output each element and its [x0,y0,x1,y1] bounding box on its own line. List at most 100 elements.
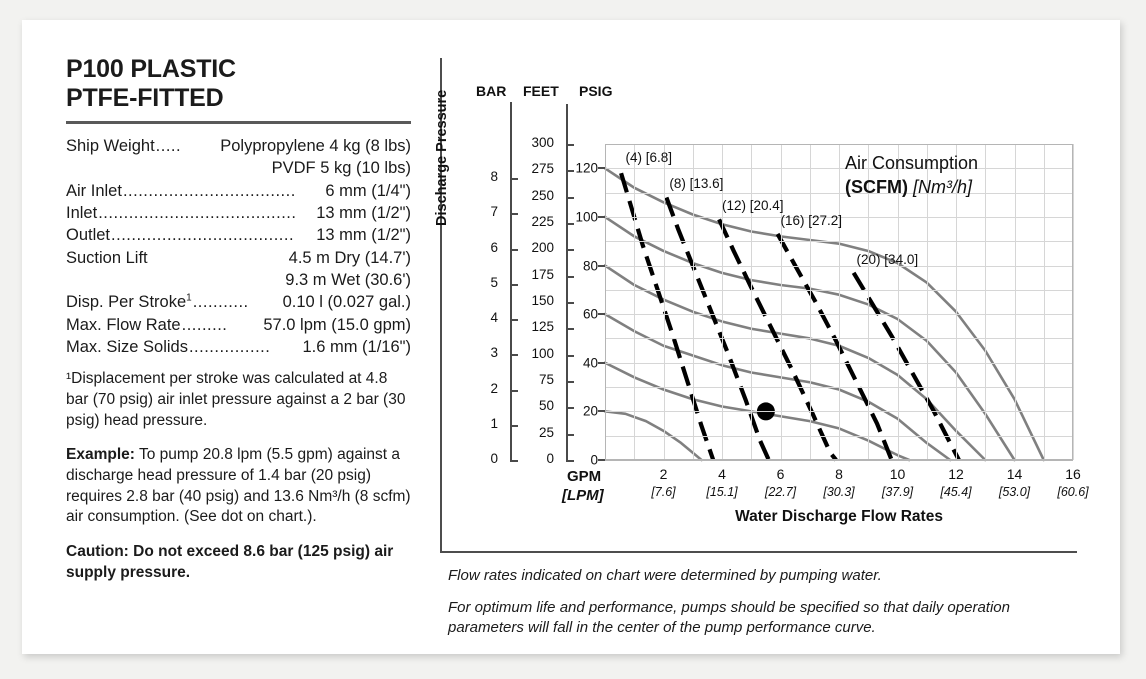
spec-value: 13 mm (1/2") [316,226,411,245]
feet-tick-label: 50 [538,398,554,414]
grid-line-vertical [722,144,723,460]
x-tick: 4 [15.1] [706,466,737,499]
x-tick: 14 [53.0] [999,466,1030,499]
spec-dot-leader: .................................... [111,226,295,245]
title-line-2: PTFE-FITTED [66,83,224,112]
bar-tick-label: 6 [490,239,498,255]
grid-line-vertical [663,144,665,460]
x-header-gpm: GPM [567,468,602,485]
spec-row: Max. Flow Rate......... 57.0 lpm (15.0 gp… [66,314,411,336]
spec-value: 13 mm (1/2") [316,204,411,223]
feet-tick-label: 200 [531,240,554,256]
spec-dot-leader: ................ [188,338,271,357]
psig-tick-mark [598,264,605,267]
grid-line-vertical [839,144,840,460]
feet-tick-label: 125 [531,319,554,335]
plot-border-right [1072,144,1073,460]
plot-area: 0 20 40 60 80 100 120 (4) [6.8] (8) [13.6] (12) [… [575,144,1074,468]
x-axis-title: Water Discharge Flow Rates [735,508,943,525]
grid-line-vertical [809,144,811,460]
x-tick-gpm: 6 [776,466,785,482]
spec-label: Max. Flow Rate [66,315,181,334]
spec-superscript: 1 [186,292,192,304]
y-axis-label: Discharge Pressure [434,89,450,226]
grid-line-vertical [1043,144,1045,460]
grid-line-vertical [1073,144,1074,460]
air-consumption-label: (16) [27.2] [780,212,843,228]
x-tick-lpm: [22.7] [764,485,797,499]
bar-tick-label: 1 [490,415,498,431]
psig-tick-label: 40 [582,355,598,371]
example-label: Example: [66,446,135,464]
psig-tick-mark [598,215,605,218]
feet-tick-label: 175 [531,266,554,282]
bar-axis-line [510,102,512,460]
bar-tick-mark [510,424,518,427]
air-consumption-label: (4) [6.8] [625,149,672,165]
air-consumption-curve [664,196,771,461]
x-tick-gpm: 12 [948,466,964,482]
air-consumption-label: (8) [13.6] [669,176,724,192]
bar-tick-mark [510,248,518,251]
plot-border-left [605,144,606,460]
specifications-column: P100 PLASTIC PTFE-FITTED Ship Weight....… [66,55,411,583]
x-tick-lpm: [37.9] [881,485,914,499]
feet-tick-mark [566,249,574,252]
feet-tick-mark [566,433,574,436]
note-line: For optimum life and performance, pumps … [448,599,1010,637]
air-consumption-curve [619,172,716,461]
spec-row: PVDF 5 kg (10 lbs) [66,157,411,179]
example-text: To pump 20.8 lpm (5.5 gpm) against a dis… [66,446,411,526]
spec-label: Ship Weight [66,137,155,155]
pressure-curve [603,264,987,462]
grid-line-vertical [897,144,899,460]
x-tick-gpm: 2 [659,466,668,482]
x-tick-lpm: [45.4] [940,485,972,499]
feet-tick-mark [566,328,574,331]
x-tick: 10 [37.9] [882,466,913,499]
x-tick-gpm: 14 [1006,466,1023,482]
feet-tick-mark [566,381,574,383]
grid-line-vertical [692,144,694,460]
plot-border-top [605,144,1073,145]
feet-tick-label: 250 [531,187,554,203]
psig-tick-label: 80 [582,258,598,274]
psig-tick-mark [598,313,605,316]
spec-row: Inlet...................................… [66,202,411,224]
air-consumption-label: (20) [34.0] [856,251,919,267]
air-consumption-curve [851,271,961,461]
page-title: P100 PLASTIC PTFE-FITTED [66,55,411,112]
x-tick: 12 [45.4] [940,466,971,499]
x-tick-lpm: [7.6] [651,485,676,499]
spec-dot-leader: ..... [155,137,182,155]
x-header-lpm: [LPM] [562,487,604,504]
spec-value: 4.5 m Dry (14.7') [288,248,411,267]
psig-tick-mark [598,459,605,461]
psig-tick-label: 0 [590,452,598,468]
example-paragraph: Example: To pump 20.8 lpm (5.5 gpm) agai… [66,445,411,528]
x-tick: 2 [7.6] [651,466,675,499]
x-tick: 8 [30.3] [823,466,854,499]
bar-tick-label: 3 [490,345,498,361]
spec-label: Max. Size Solids [66,338,188,357]
grid-line-vertical [868,144,870,460]
bar-tick-label: 4 [490,310,498,325]
feet-axis-line [566,104,568,460]
feet-tick-label: 25 [538,424,554,440]
psig-tick-label: 100 [575,209,598,225]
feet-tick-label: 275 [531,161,554,177]
spec-value: 1.6 mm (1/16") [302,338,411,357]
footer-notes: Flow rates indicated on chart were deter… [448,566,1068,650]
spec-row: Max. Size Solids................ 1.6 mm (… [66,336,411,358]
vertical-divider [440,58,442,553]
feet-tick-label: 225 [531,214,554,229]
bar-tick-label: 5 [490,274,498,290]
grid-line-vertical [751,144,753,460]
title-divider [66,121,411,124]
feet-tick-mark [566,302,574,304]
x-tick-gpm: 16 [1065,466,1081,482]
spec-dot-leader: ....................................... [98,204,297,223]
x-tick-lpm: [30.3] [823,485,855,499]
feet-tick-mark [566,223,574,225]
bar-tick-label: 2 [490,380,498,396]
